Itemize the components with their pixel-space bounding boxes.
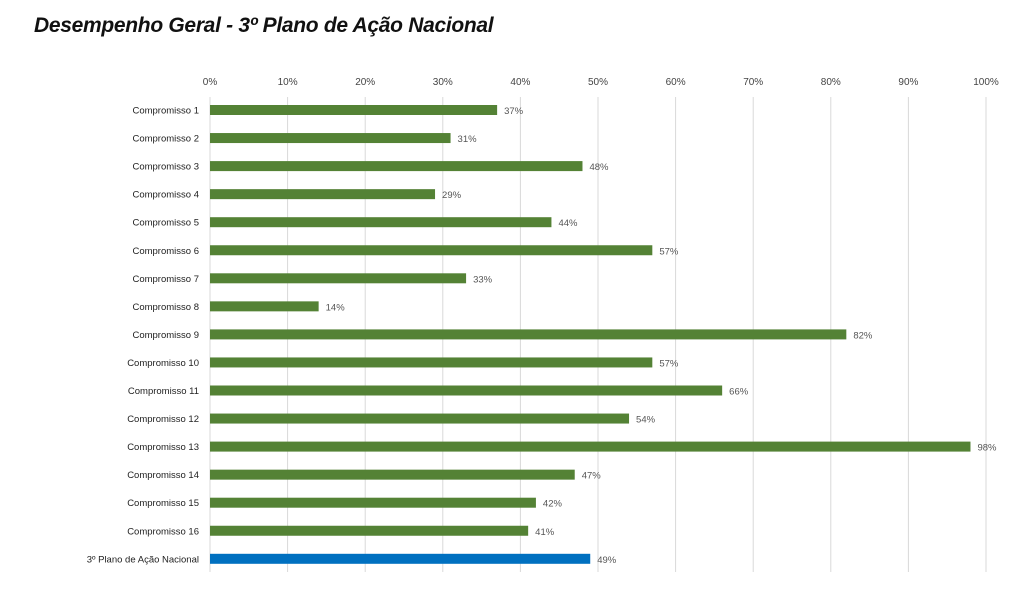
bar: [210, 469, 575, 480]
data-label: 49%: [597, 555, 617, 566]
category-label: Compromisso 16: [127, 526, 199, 537]
data-label: 42%: [543, 499, 563, 510]
x-tick-label: 30%: [433, 77, 453, 88]
bar: [210, 217, 552, 228]
category-label: Compromisso 1: [132, 106, 199, 117]
category-label: Compromisso 11: [128, 386, 199, 397]
data-label: 54%: [636, 415, 656, 426]
x-tick-label: 60%: [666, 77, 686, 88]
category-label: Compromisso 2: [132, 134, 199, 145]
data-label: 41%: [535, 527, 555, 538]
x-tick-label: 90%: [898, 77, 918, 88]
x-tick-label: 40%: [510, 77, 530, 88]
data-label: 44%: [558, 218, 578, 229]
bar: [210, 525, 529, 536]
data-label: 57%: [659, 246, 679, 257]
bar: [210, 161, 583, 172]
category-label: Compromisso 7: [132, 274, 199, 285]
category-label: 3º Plano de Ação Nacional: [87, 554, 199, 565]
data-label: 57%: [659, 358, 679, 369]
data-label: 48%: [589, 162, 609, 173]
x-tick-label: 10%: [278, 77, 298, 88]
data-label: 98%: [977, 443, 997, 454]
bar: [210, 385, 723, 396]
bar: [210, 105, 498, 115]
category-label: Compromisso 4: [132, 190, 199, 201]
category-label: Compromisso 14: [127, 470, 199, 481]
data-label: 66%: [729, 387, 749, 398]
bar: [210, 301, 319, 312]
x-tick-label: 50%: [588, 77, 608, 88]
category-label: Compromisso 6: [132, 246, 199, 257]
bar: [210, 497, 536, 508]
bar: [210, 133, 451, 144]
data-label: 47%: [582, 471, 602, 482]
data-label: 37%: [504, 106, 524, 117]
x-tick-label: 100%: [973, 77, 999, 88]
data-label: 31%: [458, 134, 478, 145]
category-label: Compromisso 9: [132, 330, 199, 341]
category-label: Compromisso 10: [127, 358, 199, 369]
category-label: Compromisso 3: [132, 162, 199, 173]
data-label: 82%: [853, 330, 873, 341]
bar: [210, 189, 436, 200]
bar: [210, 441, 971, 452]
bar: [210, 553, 591, 564]
category-label: Compromisso 15: [127, 498, 199, 509]
bar: [210, 273, 467, 284]
x-tick-label: 70%: [743, 77, 763, 88]
category-label: Compromisso 5: [132, 218, 199, 229]
data-label: 33%: [473, 274, 493, 285]
category-label: Compromisso 8: [132, 302, 199, 313]
category-label: Compromisso 12: [127, 414, 199, 425]
x-tick-label: 80%: [821, 77, 841, 88]
bar: [210, 413, 630, 424]
data-label: 14%: [326, 302, 346, 313]
x-tick-label: 20%: [355, 77, 375, 88]
bar: [210, 357, 653, 368]
bar: [210, 329, 847, 340]
chart-title: Desempenho Geral - 3º Plano de Ação Naci…: [34, 14, 494, 37]
data-label: 29%: [442, 190, 462, 201]
x-tick-label: 0%: [203, 77, 218, 88]
category-label: Compromisso 13: [127, 442, 199, 453]
bar: [210, 245, 653, 256]
